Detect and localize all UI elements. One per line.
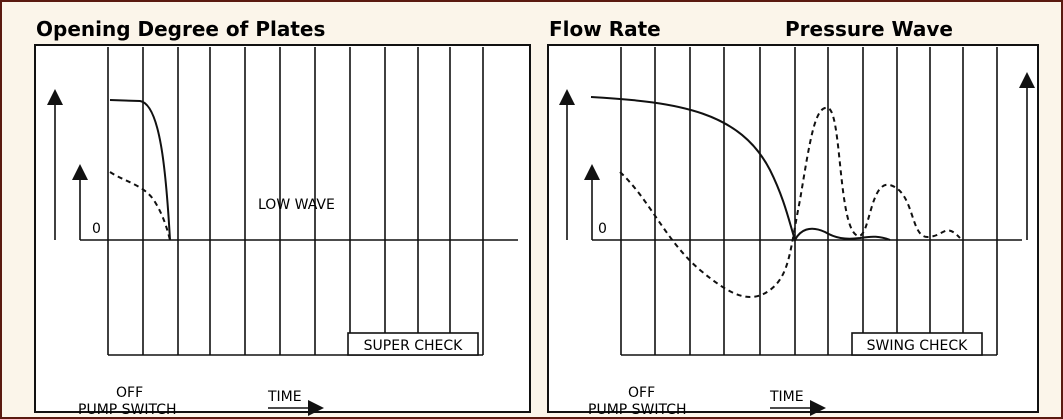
label: TIME [267,389,302,405]
header: Opening Degree of Plates [36,17,325,41]
label: PUMP SWITCH [588,402,687,418]
right-panel [547,44,1039,416]
label: PUMP SWITCH [78,402,177,418]
header: Flow Rate [549,17,661,41]
label: LOW WAVE [258,197,335,213]
label: SWING CHECK [867,338,969,354]
zero-label: 0 [598,221,607,237]
left-panel [34,44,531,416]
label: OFF [116,385,143,401]
header: Pressure Wave [785,17,953,41]
zero-label: 0 [92,221,101,237]
label: OFF [628,385,655,401]
label: SUPER CHECK [364,338,464,354]
label: TIME [769,389,804,405]
